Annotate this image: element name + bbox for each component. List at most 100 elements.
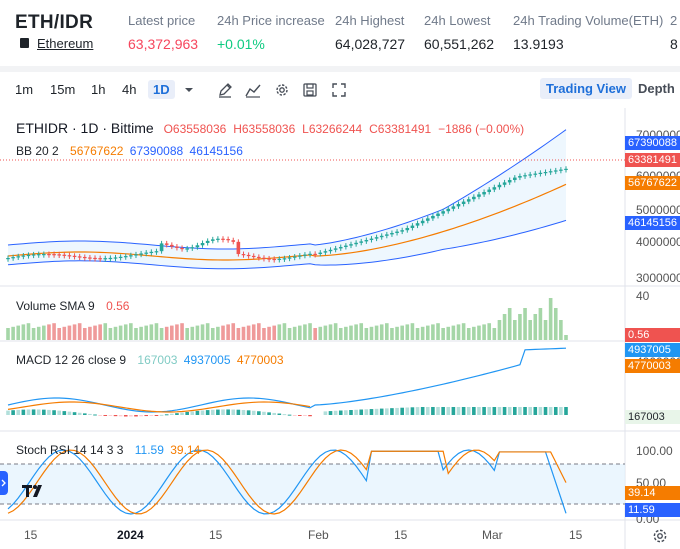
macd-hist-bar [149,415,154,416]
market-header: ETH/IDR Ethereum Latest price 63,372,963… [0,0,680,66]
volume-bar [231,323,236,340]
candle-body [436,213,440,216]
candle-body [154,251,159,253]
gear-icon[interactable] [274,82,290,98]
macd-hist-bar [369,409,374,415]
volume-bar [262,328,266,340]
indicator-icon[interactable] [245,82,261,98]
macd-hist-bar [11,410,15,415]
candle-body [359,241,364,243]
candle-body [42,253,46,256]
volume-bar [36,326,41,340]
macd-hist-bar [482,407,486,415]
macd-hist-bar [267,412,271,415]
volume-bar [538,308,543,340]
macd-hist-bar [559,407,563,415]
candle-body [472,196,476,200]
timeframe-1m[interactable]: 1m [15,82,34,97]
macd-hist-bar [425,407,430,415]
volume-bar [149,324,154,340]
macd-hist-bar [26,409,31,415]
volume-bar [257,323,261,340]
stoch-k-value: 11.59 [134,443,164,457]
price-chart[interactable] [0,108,680,549]
candle-body [47,253,51,256]
save-icon[interactable] [302,82,318,98]
ohlc-high: H63558036 [233,122,296,136]
macd-hist-bar [77,412,82,415]
macd-hist-tag: 167003 [625,410,680,424]
fullscreen-icon[interactable] [331,82,347,98]
volume-bar [507,308,512,340]
candle-body [11,257,15,259]
macd-hist-bar [93,414,97,416]
depth-button[interactable]: Depth [638,81,675,96]
volume-bar [523,308,527,340]
axis-settings-icon[interactable] [651,527,669,545]
volume-bar [559,320,563,340]
macd-hist-bar [257,411,261,415]
macd-hist-bar [139,415,143,417]
volume-bar [52,323,56,340]
timeframe-1d[interactable]: 1D [148,80,175,99]
volume-bar [466,328,471,340]
coin-name-link[interactable]: Ethereum [37,36,94,51]
macd-line-value: 4937005 [183,353,231,367]
macd-hist-bar [175,413,179,415]
macd-hist-bar [513,407,517,415]
timeframe-4h[interactable]: 4h [122,82,137,97]
volume-bar [553,308,558,340]
bb-basis-line [7,183,567,261]
volume-stat-label: 24h Trading Volume(ETH) [513,13,664,28]
time-tick-15-dec: 15 [24,528,38,542]
bb-upper-line [7,129,567,250]
volume-bar [303,324,307,340]
candle-body [528,174,532,176]
timeframe-15m[interactable]: 15m [50,82,76,97]
macd-hist-bar [528,407,532,415]
candle-body [415,223,420,226]
volume-bar [349,325,353,340]
volume-legend: Volume SMA 9 0.56 [16,299,129,313]
macd-hist-bar [553,407,558,415]
trading-view-button[interactable]: Trading View [540,78,632,99]
candle-body [185,248,189,250]
macd-hist-bar [129,415,133,417]
chart-area[interactable]: ETHIDR · 1D · Bittime O63558036 H6355803… [0,108,680,549]
macd-hist-bar [359,409,364,415]
candle-body [461,201,466,204]
candle-body [93,257,97,260]
candle-body [441,211,445,214]
macd-hist-bar [113,415,118,417]
candle-body [297,255,302,257]
time-tick-mar: Mar [482,528,503,542]
candle-body [262,257,266,259]
lowest-value: 60,551,262 [424,36,495,52]
candle-body [349,244,353,246]
candle-body [139,253,143,255]
panel-toggle-tab[interactable] [0,471,8,495]
chevron-down-icon[interactable] [181,82,197,98]
candle-body [241,254,246,256]
macd-hist-bar [410,407,415,415]
volume-bar [216,326,220,340]
bb-lower-value: 46145156 [189,144,243,158]
candle-body [523,175,527,177]
candle-body [338,247,343,249]
time-tick-15-mar: 15 [569,528,583,542]
pencil-icon[interactable] [217,82,233,98]
latest-price-label: Latest price [128,13,196,28]
volume-bar [431,324,435,340]
candle-body [482,192,486,195]
candle-body [267,258,271,260]
symbol-legend: ETHIDR · 1D · Bittime O63558036 H6355803… [16,120,524,136]
macd-hist-bar [477,407,481,415]
candle-body [497,184,502,188]
macd-hist-bar [123,415,128,417]
macd-hist-bar [564,407,568,415]
macd-hist-bar [323,411,328,415]
timeframe-1h[interactable]: 1h [91,82,106,97]
macd-hist-bar [103,415,108,416]
candle-body [98,258,102,260]
macd-signal-line [7,401,311,413]
